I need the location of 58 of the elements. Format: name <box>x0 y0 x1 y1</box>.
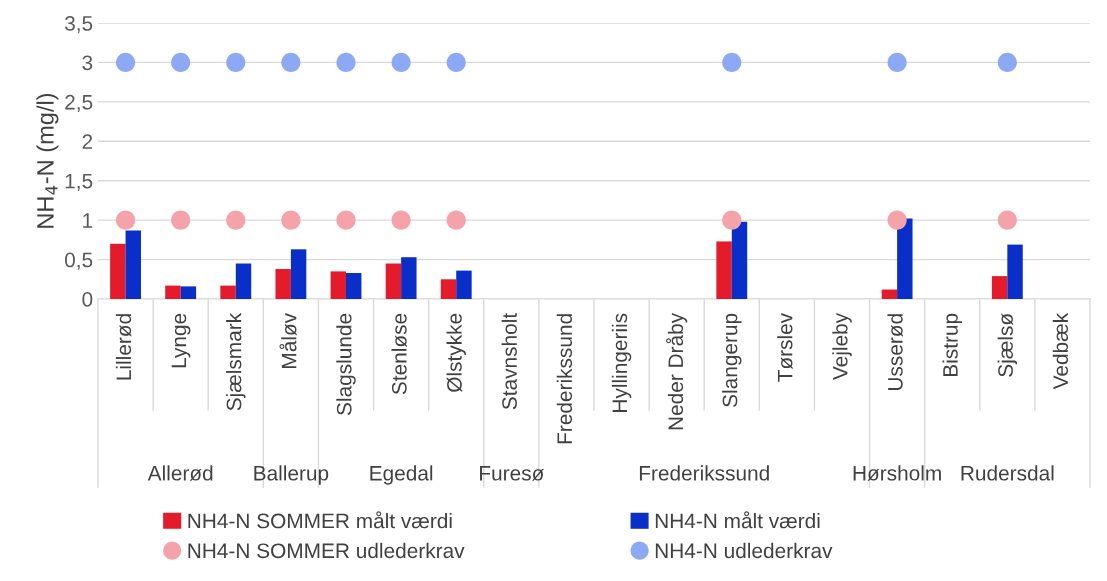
x-tick-label: Usserød <box>887 314 903 390</box>
x-tick-label: Vejleby <box>832 312 852 380</box>
x-tick-label: Slangerup <box>722 313 742 407</box>
bar <box>716 241 732 299</box>
bar <box>897 218 913 299</box>
x-tick-label: Lynge <box>171 313 191 368</box>
legend-label: NH4-N udlederkrav <box>655 542 833 559</box>
bar <box>731 221 748 299</box>
x-tick-label: Stavnsholt <box>501 313 517 410</box>
text: Furesø <box>480 466 544 481</box>
bar <box>180 286 197 299</box>
y-tick-label: 1 <box>83 213 93 228</box>
x-tick-label: Sjælsmark <box>226 312 246 411</box>
text: Frederikssund <box>639 465 769 481</box>
bar <box>125 230 141 299</box>
x-tick-label: Sjælsø <box>997 313 1018 377</box>
y-tick-label: 2,5 <box>65 94 93 113</box>
bar <box>165 285 181 299</box>
bar <box>456 270 472 299</box>
y-tick-label: 0 <box>82 292 93 307</box>
text: Rudersdal <box>961 465 1054 481</box>
x-tick-label: Stenløse <box>391 313 407 395</box>
bar <box>235 263 252 299</box>
bar <box>290 249 307 299</box>
bar <box>346 272 362 299</box>
x-tick-label: Ølstykke <box>446 313 466 393</box>
y-tick-label: 2 <box>82 134 93 149</box>
text: Allerød <box>147 465 213 481</box>
x-tick-label: Måløv <box>279 312 297 368</box>
x-tick-label: Frederikssund <box>556 314 573 444</box>
bar <box>440 279 457 299</box>
y-tick-label: 3,5 <box>64 16 93 34</box>
x-tick-label: Vedbæk <box>1052 312 1069 390</box>
y-tick-label: 0,5 <box>64 252 93 270</box>
bar <box>1007 244 1023 299</box>
legend-label: NH4-N SOMMER målt værdi <box>188 511 452 529</box>
bar <box>110 243 126 299</box>
bar <box>991 276 1008 299</box>
x-tick-label: Lillerød <box>115 314 132 380</box>
x-tick-label: Neder Dråby <box>666 312 688 430</box>
x-tick-label: Hyllingeriis <box>611 313 632 412</box>
text: Egedal <box>370 465 433 485</box>
text: Ballerup <box>254 465 329 485</box>
bar <box>881 289 898 299</box>
bar <box>385 263 402 299</box>
text: Hørsholm <box>853 465 941 481</box>
legend-label: NH4-N målt værdi <box>655 511 820 529</box>
bar <box>330 271 346 299</box>
y-tick-label: 1,5 <box>65 173 93 191</box>
bar <box>275 269 291 299</box>
y-axis-title: NH$_{4}$-N (mg/l) <box>36 93 59 228</box>
x-tick-label: Bistrup <box>942 313 962 377</box>
x-tick-label: Slagslunde <box>336 313 356 416</box>
x-tick-label: Tørslev <box>777 312 793 382</box>
bar <box>401 257 417 299</box>
y-tick-label: 3 <box>82 55 93 71</box>
legend-label: NH4-N SOMMER udlederkrav <box>188 542 465 559</box>
bar <box>220 285 236 299</box>
